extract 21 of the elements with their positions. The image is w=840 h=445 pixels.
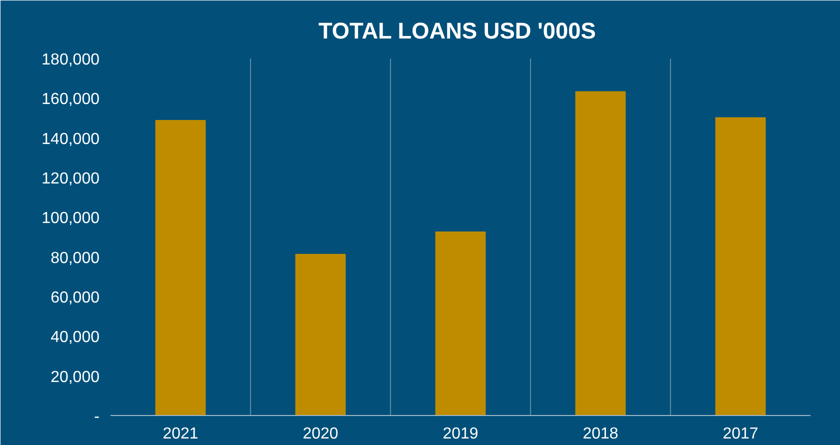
y-tick-label: 140,000 — [42, 130, 100, 148]
y-tick-label: 120,000 — [42, 170, 100, 188]
x-tick-label: 2020 — [302, 426, 338, 442]
y-tick-label: 20,000 — [50, 368, 100, 386]
y-tick-label: 100,000 — [42, 210, 100, 228]
y-tick-label: 180,000 — [42, 52, 100, 68]
x-tick-label: 2017 — [722, 426, 758, 442]
bar — [435, 231, 486, 416]
y-tick-label: - — [94, 408, 100, 426]
y-tick-label: 160,000 — [42, 91, 100, 108]
bar — [715, 117, 766, 416]
chart-title: TOTAL LOANS USD '000S — [318, 18, 596, 44]
y-tick-label: 40,000 — [50, 329, 100, 346]
y-tick-label: 60,000 — [50, 290, 100, 306]
bar — [155, 120, 206, 416]
x-tick-label: 2021 — [162, 426, 198, 442]
y-tick-label: 80,000 — [50, 250, 100, 267]
x-tick-label: 2018 — [582, 426, 618, 442]
bar — [295, 254, 346, 416]
x-tick-label: 2019 — [442, 426, 478, 442]
bar — [575, 91, 626, 416]
